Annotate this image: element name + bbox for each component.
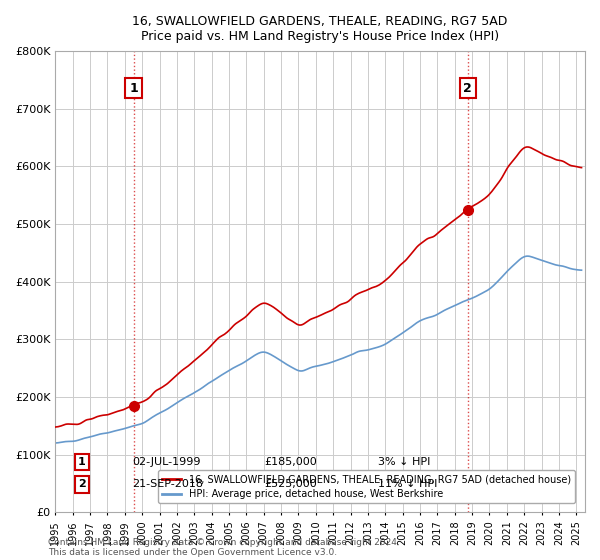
Text: £525,000: £525,000: [264, 479, 317, 489]
Text: 1: 1: [129, 82, 138, 95]
Text: 2: 2: [463, 82, 472, 95]
Legend: 16, SWALLOWFIELD GARDENS, THEALE, READING, RG7 5AD (detached house), HPI: Averag: 16, SWALLOWFIELD GARDENS, THEALE, READIN…: [158, 470, 575, 503]
Text: 21-SEP-2018: 21-SEP-2018: [132, 479, 203, 489]
Text: £185,000: £185,000: [264, 457, 317, 467]
Text: 3% ↓ HPI: 3% ↓ HPI: [378, 457, 430, 467]
Text: 1: 1: [78, 457, 86, 467]
Text: 2: 2: [78, 479, 86, 489]
Title: 16, SWALLOWFIELD GARDENS, THEALE, READING, RG7 5AD
Price paid vs. HM Land Regist: 16, SWALLOWFIELD GARDENS, THEALE, READIN…: [133, 15, 508, 43]
Text: 11% ↓ HPI: 11% ↓ HPI: [378, 479, 437, 489]
Text: 02-JUL-1999: 02-JUL-1999: [132, 457, 200, 467]
Text: Contains HM Land Registry data © Crown copyright and database right 2024.
This d: Contains HM Land Registry data © Crown c…: [48, 538, 400, 557]
